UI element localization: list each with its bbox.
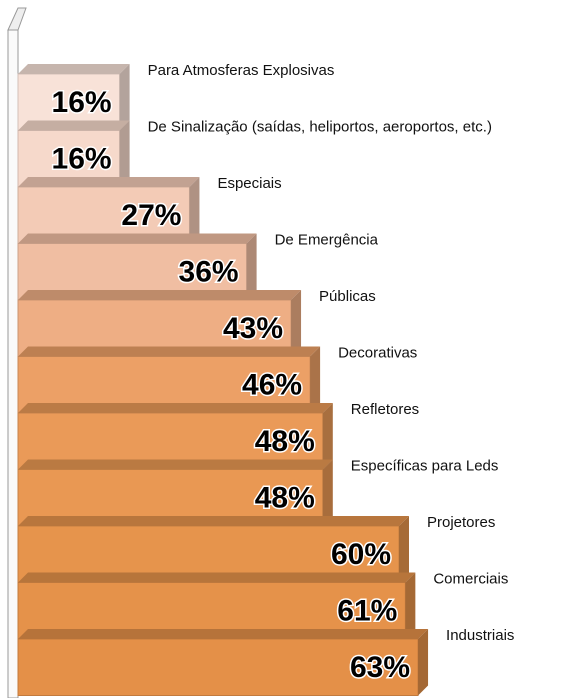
- category-label: Projetores: [427, 514, 495, 531]
- bar-side: [310, 346, 321, 413]
- value-label: 16%: [52, 143, 112, 176]
- category-label: Específicas para Leds: [351, 457, 499, 474]
- value-label: 48%: [255, 425, 315, 458]
- bar-top: [18, 64, 130, 74]
- category-label: De Emergência: [275, 231, 379, 248]
- bar-side: [405, 572, 416, 639]
- bar-top: [18, 177, 200, 187]
- value-label: 43%: [223, 312, 283, 345]
- category-label: Para Atmosferas Explosivas: [148, 62, 335, 79]
- bar-top: [18, 516, 409, 526]
- category-label: Industriais: [446, 627, 514, 644]
- value-label: 61%: [337, 595, 397, 628]
- category-label: Refletores: [351, 401, 419, 418]
- bar-top: [18, 403, 333, 413]
- bar-side: [399, 516, 409, 583]
- value-label: 48%: [255, 482, 315, 515]
- bar: [17, 638, 419, 696]
- category-label: Especiais: [217, 175, 281, 192]
- bars: 16% Para Atmosferas Explosivas 16% De Sinal…: [17, 62, 514, 696]
- bar-side: [322, 459, 333, 526]
- wall: [7, 29, 19, 698]
- bar-side: [246, 233, 257, 300]
- bar-top: [18, 346, 321, 357]
- category-label: De Sinalização (saídas, heliportos, aero…: [148, 118, 492, 135]
- bar-top: [18, 459, 333, 470]
- category-label: Comerciais: [433, 570, 508, 587]
- wall-top: [7, 7, 27, 31]
- bar-top: [18, 629, 429, 639]
- bar-side: [119, 64, 130, 131]
- bar-top: [18, 120, 130, 131]
- category-label: Decorativas: [338, 344, 417, 361]
- value-label: 46%: [242, 369, 302, 402]
- bar-top: [18, 572, 416, 583]
- bar-side: [189, 177, 200, 244]
- value-label: 63%: [350, 651, 410, 684]
- value-label: 16%: [52, 86, 112, 119]
- bar-side: [322, 403, 333, 470]
- bar-side: [418, 629, 429, 696]
- bar-top: [18, 233, 257, 244]
- value-label: 36%: [179, 256, 239, 289]
- value-label: 60%: [331, 538, 391, 571]
- value-label: 27%: [121, 199, 181, 232]
- bar-side: [291, 290, 302, 357]
- category-label: Públicas: [319, 288, 376, 305]
- bar-side: [119, 120, 130, 187]
- bar-top: [18, 290, 302, 300]
